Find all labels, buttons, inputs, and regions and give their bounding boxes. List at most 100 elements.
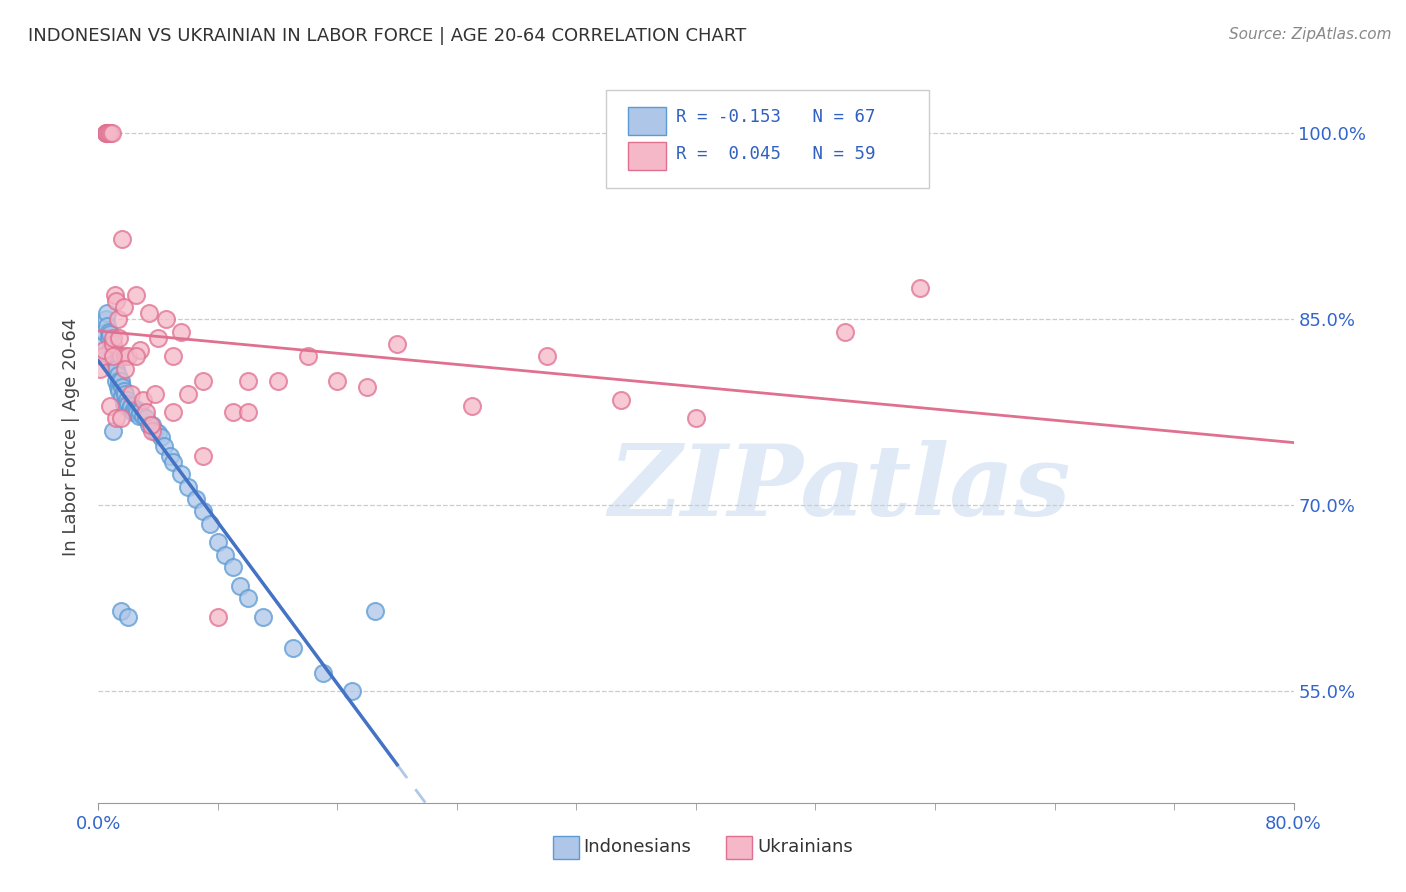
- Point: [162, 350, 184, 364]
- Text: Source: ZipAtlas.com: Source: ZipAtlas.com: [1229, 27, 1392, 42]
- Point: [103, 337, 125, 351]
- Point: [162, 405, 184, 419]
- Point: [311, 665, 333, 680]
- Point: [207, 535, 229, 549]
- Point: [97, 331, 120, 345]
- Point: [96, 306, 118, 320]
- Point: [281, 640, 304, 655]
- Point: [124, 401, 146, 416]
- Point: [101, 356, 124, 370]
- Point: [98, 327, 122, 342]
- Point: [536, 350, 558, 364]
- Point: [385, 337, 409, 351]
- Point: [129, 343, 152, 358]
- Point: [685, 411, 707, 425]
- Point: [97, 325, 120, 339]
- FancyBboxPatch shape: [628, 143, 666, 170]
- Point: [342, 684, 364, 698]
- Point: [125, 401, 148, 416]
- Point: [103, 424, 125, 438]
- Point: [114, 362, 136, 376]
- Point: [115, 392, 138, 407]
- Text: INDONESIAN VS UKRAINIAN IN LABOR FORCE | AGE 20-64 CORRELATION CHART: INDONESIAN VS UKRAINIAN IN LABOR FORCE |…: [28, 27, 747, 45]
- Text: R =  0.045   N = 59: R = 0.045 N = 59: [676, 145, 875, 163]
- Point: [103, 356, 125, 370]
- Point: [908, 281, 931, 295]
- Point: [610, 392, 633, 407]
- Point: [96, 318, 118, 333]
- Point: [125, 287, 148, 301]
- Point: [177, 386, 200, 401]
- Point: [191, 374, 214, 388]
- Point: [139, 417, 162, 432]
- Point: [177, 480, 200, 494]
- Point: [141, 417, 163, 432]
- Point: [112, 396, 135, 410]
- Point: [138, 417, 160, 432]
- FancyBboxPatch shape: [606, 90, 929, 188]
- Point: [229, 579, 252, 593]
- Point: [117, 396, 139, 410]
- Point: [143, 424, 166, 438]
- Point: [135, 405, 157, 419]
- Point: [97, 126, 120, 140]
- Point: [103, 331, 125, 345]
- Point: [105, 293, 128, 308]
- Point: [267, 374, 290, 388]
- Point: [200, 516, 222, 531]
- Point: [169, 325, 191, 339]
- Point: [207, 610, 229, 624]
- Point: [103, 350, 125, 364]
- Point: [111, 380, 134, 394]
- Point: [141, 424, 163, 438]
- Point: [132, 392, 155, 407]
- Text: R = -0.153   N = 67: R = -0.153 N = 67: [676, 109, 875, 127]
- Point: [236, 374, 259, 388]
- Point: [121, 405, 143, 419]
- Point: [107, 312, 129, 326]
- Point: [89, 362, 111, 376]
- Point: [98, 399, 122, 413]
- Point: [191, 504, 214, 518]
- Point: [127, 405, 149, 419]
- Point: [111, 389, 134, 403]
- Point: [117, 610, 139, 624]
- Point: [191, 449, 214, 463]
- Point: [108, 374, 131, 388]
- Point: [112, 300, 135, 314]
- Point: [120, 386, 142, 401]
- Point: [107, 368, 129, 383]
- Point: [90, 350, 112, 364]
- Point: [117, 350, 139, 364]
- Point: [148, 331, 170, 345]
- Point: [356, 380, 378, 394]
- Point: [326, 374, 349, 388]
- Point: [94, 126, 117, 140]
- Point: [110, 374, 132, 388]
- Point: [222, 405, 245, 419]
- Point: [108, 331, 131, 345]
- Point: [834, 325, 856, 339]
- Point: [150, 430, 173, 444]
- Point: [98, 343, 122, 358]
- Point: [104, 362, 127, 376]
- FancyBboxPatch shape: [725, 836, 752, 859]
- Point: [236, 591, 259, 606]
- Point: [110, 411, 132, 425]
- Point: [98, 126, 122, 140]
- Point: [114, 399, 136, 413]
- Point: [184, 491, 207, 506]
- Point: [107, 380, 129, 394]
- Point: [94, 126, 117, 140]
- FancyBboxPatch shape: [553, 836, 579, 859]
- Point: [101, 347, 124, 361]
- Point: [104, 287, 127, 301]
- Point: [148, 426, 170, 441]
- Point: [132, 409, 155, 423]
- Point: [129, 405, 152, 419]
- Point: [112, 384, 135, 399]
- Point: [138, 306, 160, 320]
- Point: [297, 350, 319, 364]
- Point: [155, 312, 177, 326]
- Point: [105, 362, 128, 376]
